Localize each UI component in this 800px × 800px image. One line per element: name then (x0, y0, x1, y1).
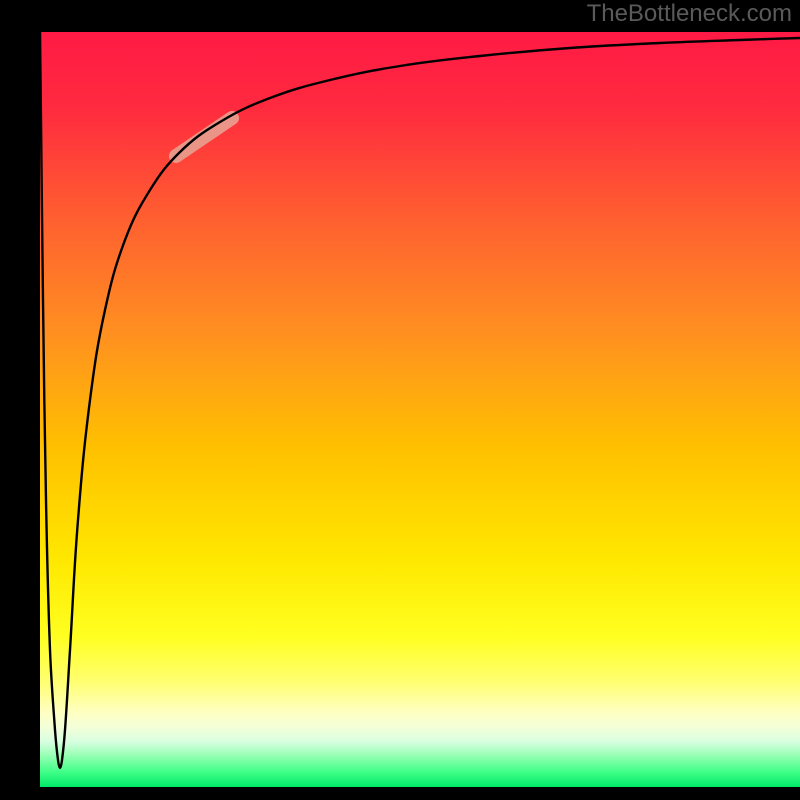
attribution-label: TheBottleneck.com (587, 0, 792, 28)
chart-container: TheBottleneck.com (0, 0, 800, 800)
plot-background (40, 32, 800, 787)
bottleneck-chart (0, 0, 800, 800)
